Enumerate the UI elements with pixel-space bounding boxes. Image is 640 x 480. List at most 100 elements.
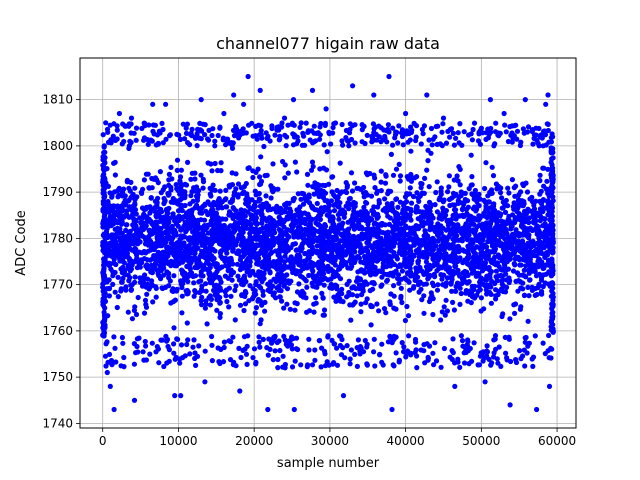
- data-point: [355, 254, 361, 260]
- data-point: [311, 227, 317, 233]
- data-point: [156, 227, 162, 233]
- data-point: [538, 214, 544, 220]
- data-point: [197, 289, 203, 296]
- data-point: [414, 268, 420, 274]
- data-point: [258, 285, 264, 291]
- data-point: [457, 121, 463, 127]
- data-point: [445, 128, 451, 134]
- data-point: [182, 181, 188, 187]
- data-point: [268, 183, 274, 189]
- data-point: [363, 199, 369, 206]
- data-point: [517, 142, 524, 149]
- data-point: [187, 262, 193, 268]
- data-point: [285, 257, 291, 263]
- data-point: [418, 347, 424, 353]
- data-point: [331, 202, 337, 208]
- data-point: [348, 217, 354, 223]
- data-point: [173, 182, 179, 188]
- data-point: [178, 235, 185, 241]
- data-point: [222, 241, 228, 247]
- data-point: [516, 202, 522, 208]
- data-point: [271, 335, 277, 341]
- data-point: [263, 235, 269, 241]
- data-point: [410, 285, 417, 291]
- data-point: [243, 130, 249, 136]
- data-point: [512, 262, 518, 268]
- data-point: [469, 174, 475, 180]
- data-point: [463, 221, 469, 227]
- data-point: [504, 277, 510, 283]
- data-point: [424, 167, 430, 173]
- data-point: [398, 130, 405, 136]
- data-point: [376, 308, 382, 314]
- data-point: [440, 199, 446, 205]
- data-point: [185, 337, 191, 343]
- data-point: [369, 265, 375, 271]
- data-point: [371, 281, 377, 287]
- data-point: [505, 185, 511, 191]
- data-point: [305, 255, 311, 261]
- data-point: [498, 227, 504, 233]
- data-point: [168, 187, 174, 193]
- data-point: [509, 244, 515, 250]
- data-point: [217, 250, 223, 256]
- data-point: [145, 171, 151, 177]
- data-point: [385, 122, 391, 128]
- data-point: [332, 236, 338, 242]
- data-point: [414, 190, 420, 196]
- data-point: [306, 200, 313, 206]
- data-point: [334, 187, 340, 194]
- data-point: [278, 230, 284, 236]
- data-point: [367, 234, 373, 240]
- data-point: [334, 197, 340, 203]
- data-point: [503, 267, 509, 273]
- data-point: [243, 265, 249, 271]
- data-point: [448, 280, 454, 286]
- data-point: [407, 212, 413, 218]
- data-point: [464, 211, 470, 217]
- data-point: [149, 220, 155, 227]
- data-point: [111, 247, 117, 253]
- data-point: [274, 222, 280, 228]
- data-point: [439, 265, 445, 271]
- data-point: [200, 249, 206, 255]
- data-point: [274, 127, 280, 133]
- data-point: [395, 140, 401, 146]
- data-point: [349, 188, 356, 194]
- data-point: [339, 222, 345, 228]
- data-point: [185, 159, 191, 165]
- data-point: [263, 193, 269, 199]
- data-point: [320, 295, 326, 301]
- data-point: [542, 254, 548, 260]
- data-point: [178, 167, 184, 173]
- data-point: [338, 252, 344, 258]
- data-point: [445, 189, 451, 195]
- data-point: [484, 349, 491, 355]
- data-point: [208, 161, 214, 167]
- data-point: [423, 281, 429, 287]
- data-point: [475, 362, 481, 368]
- data-point: [390, 253, 396, 259]
- data-point: [290, 241, 296, 247]
- data-point: [319, 345, 325, 351]
- data-point: [190, 344, 196, 350]
- data-point: [147, 351, 153, 357]
- data-point: [357, 244, 363, 250]
- data-point: [436, 247, 442, 253]
- data-point: [313, 300, 319, 306]
- data-point: [384, 252, 390, 259]
- data-point: [171, 252, 177, 258]
- data-point: [470, 248, 476, 254]
- data-point: [359, 127, 365, 133]
- data-point: [220, 359, 227, 365]
- data-point: [309, 159, 316, 165]
- data-point: [161, 200, 167, 207]
- data-point: [276, 240, 282, 246]
- data-point: [306, 347, 312, 353]
- data-point: [207, 245, 213, 251]
- data-point: [131, 361, 137, 367]
- data-point: [166, 358, 172, 364]
- data-point: [401, 349, 407, 355]
- data-point: [376, 134, 382, 140]
- data-point: [267, 138, 273, 144]
